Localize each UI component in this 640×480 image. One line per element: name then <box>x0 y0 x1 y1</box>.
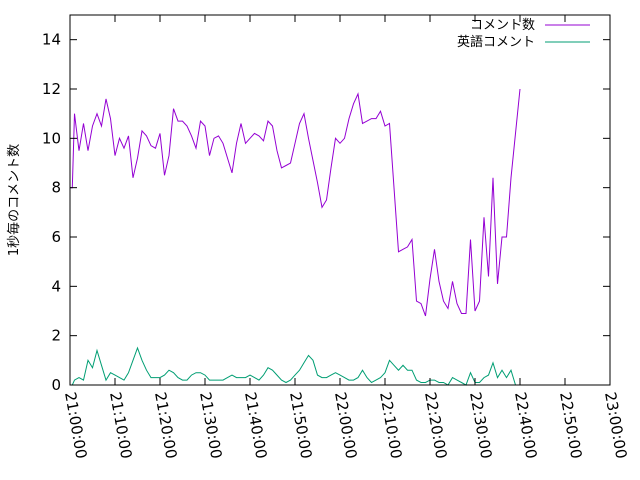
legend-label-1: 英語コメント <box>457 34 535 50</box>
y-tick-label-2: 4 <box>51 277 61 295</box>
y-tick-label-1: 2 <box>51 327 61 345</box>
y-axis-label: 1秒毎のコメント数 <box>6 144 22 256</box>
y-tick-label-0: 0 <box>51 376 61 394</box>
y-tick-label-7: 14 <box>42 31 61 49</box>
y-tick-label-4: 8 <box>51 179 61 197</box>
y-tick-label-3: 6 <box>51 228 61 246</box>
y-axis: 0 2 4 6 8 10 12 14 <box>42 31 610 394</box>
series-layer <box>70 88 521 386</box>
legend-label-0: コメント数 <box>470 18 535 33</box>
series-line-1 <box>70 346 516 386</box>
series-line-0 <box>70 88 521 317</box>
y-tick-label-5: 10 <box>42 129 61 147</box>
y-tick-label-6: 12 <box>42 80 61 98</box>
